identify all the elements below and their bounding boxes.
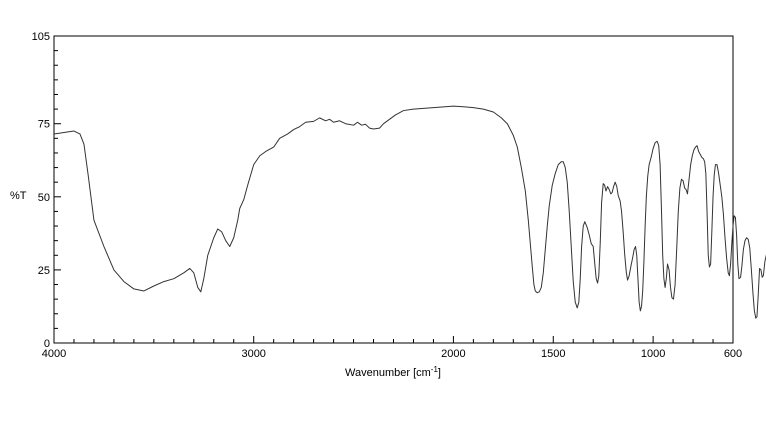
y-tick-label: 50 [38,192,50,204]
y-tick-label: 25 [38,265,50,277]
x-tick-label: 1500 [541,348,565,360]
y-tick-label: 75 [38,119,50,131]
x-tick-label: 2000 [441,348,465,360]
x-tick-label: 600 [724,348,742,360]
x-axis-label-superscript: -1 [431,365,439,374]
y-tick-label: 105 [32,31,50,43]
y-axis-label: %T [10,190,27,202]
plot-frame [53,35,734,344]
y-tick-label: 0 [44,338,50,350]
y-axis-ticks: 0 25 50 75 105 [32,31,61,350]
series-layer [53,105,766,319]
x-tick-label: 1000 [641,348,665,360]
spectrum-line [53,105,766,319]
x-axis-ticks: 4000 3000 2000 1500 1000 600 [42,336,742,360]
x-tick-label: 3000 [241,348,265,360]
x-tick-label: 4000 [42,348,66,360]
x-axis-label: Wavenumber [cm-1] [345,365,441,379]
